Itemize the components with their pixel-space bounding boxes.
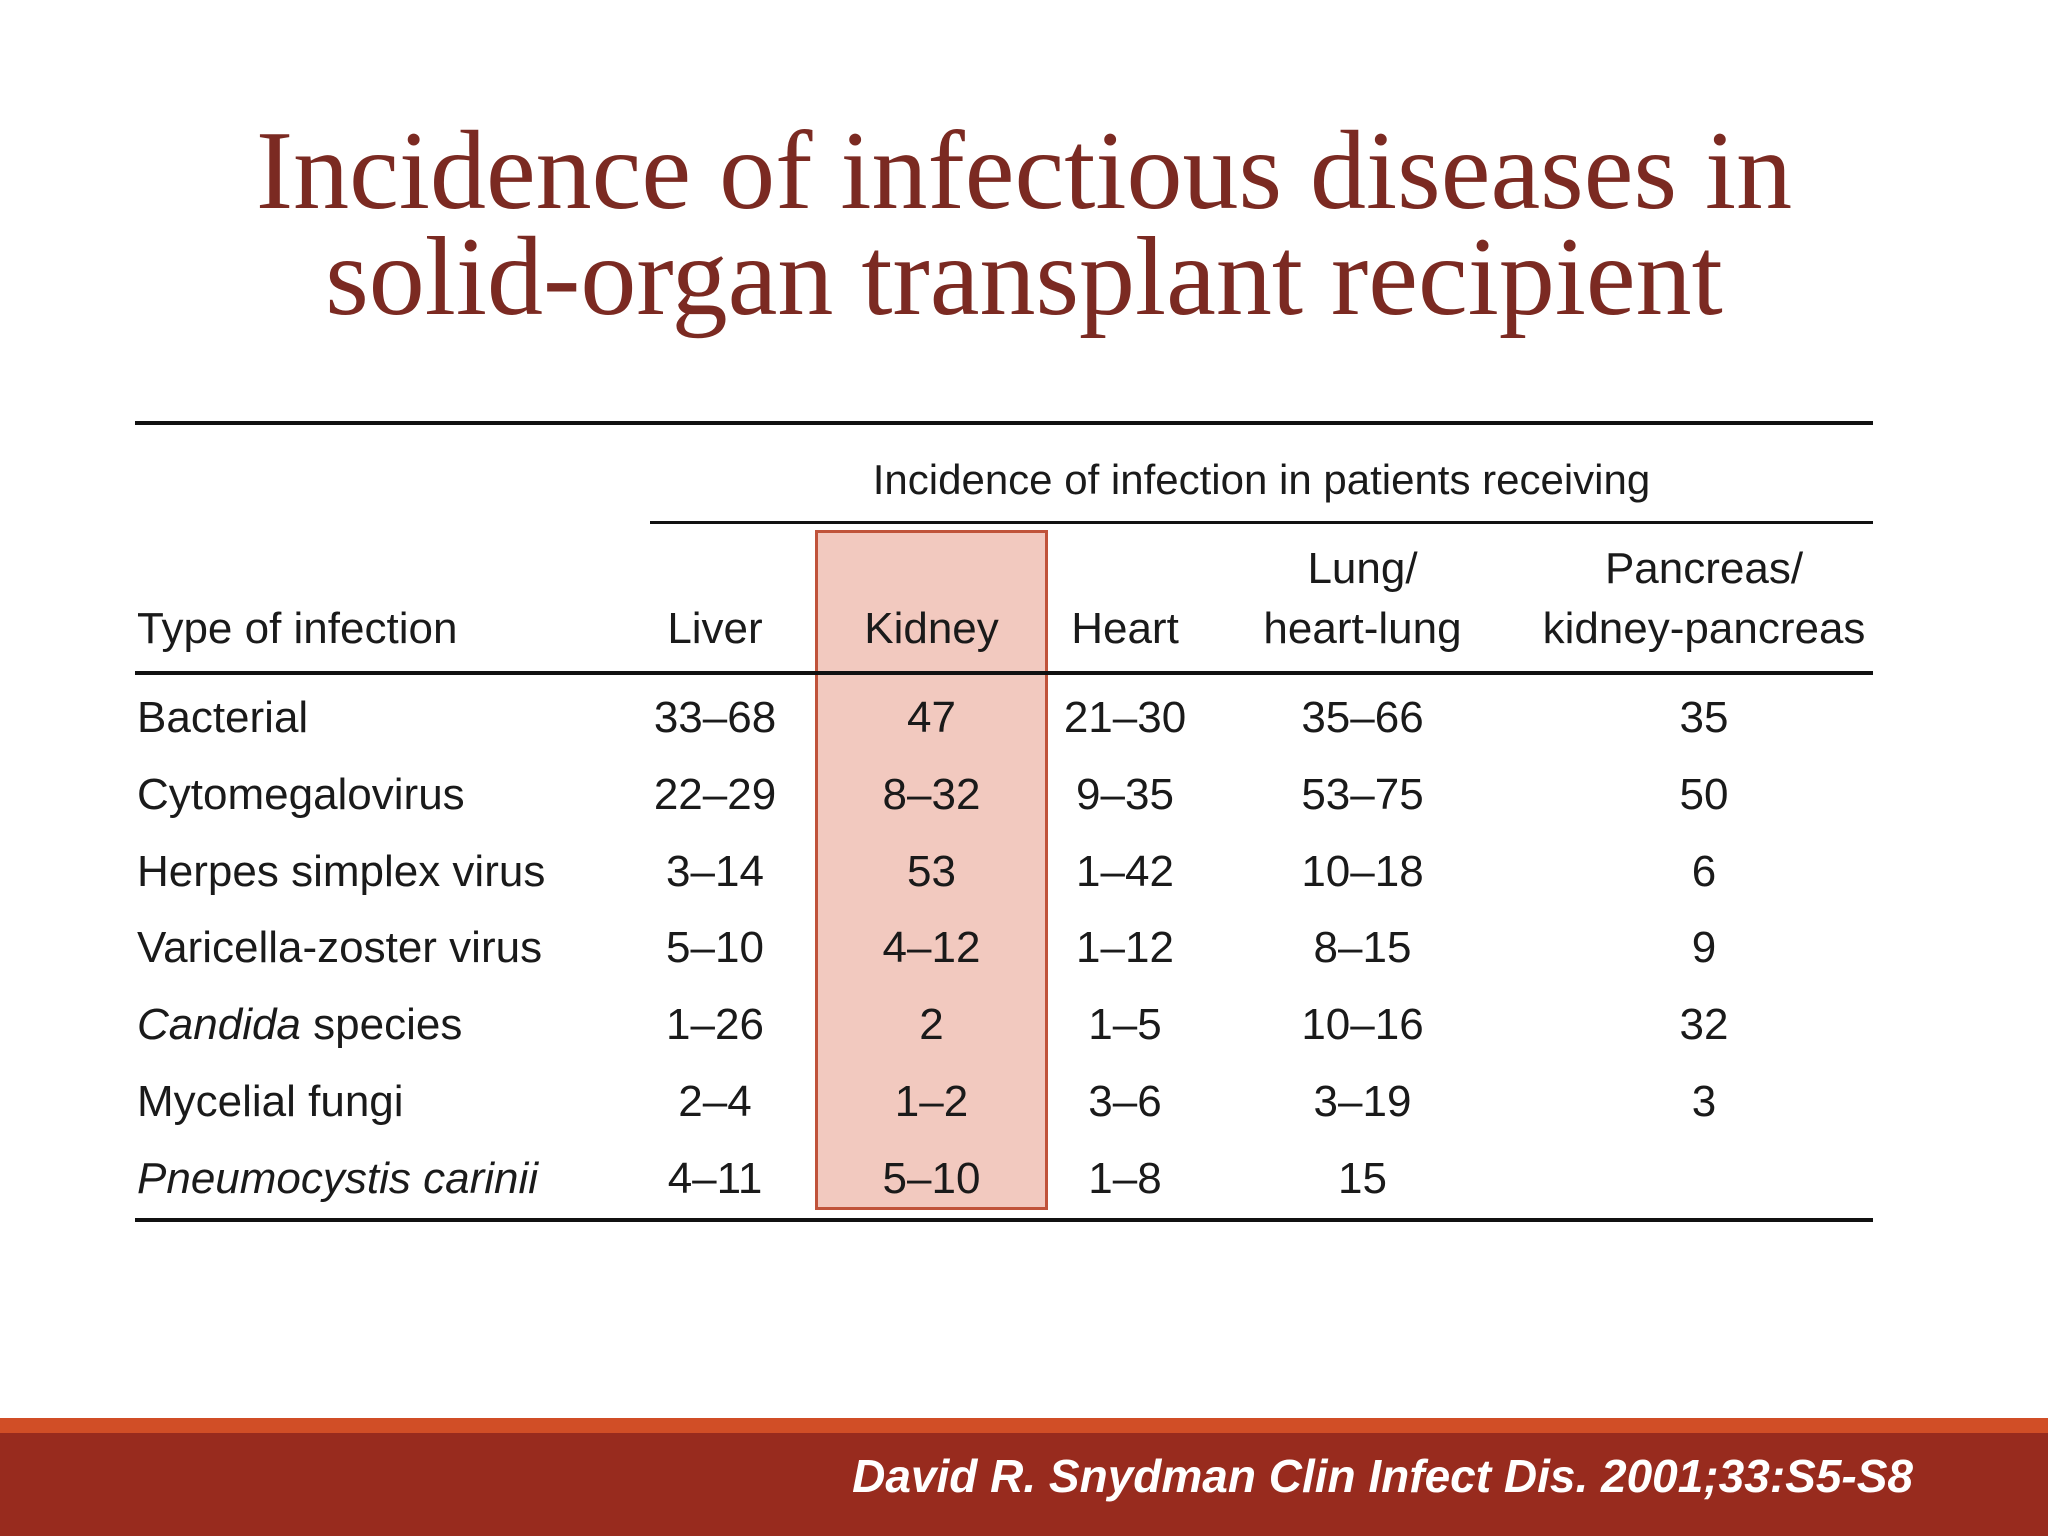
header-heart: Heart — [1071, 604, 1179, 653]
cell-pancreas: 9 — [1691, 923, 1717, 972]
slide-title-line-2: solid-organ transplant recipient — [325, 215, 1723, 339]
row-label-text: Varicella-zoster virus — [137, 923, 543, 972]
cell-kidney: 47 — [907, 693, 956, 742]
header-pancreas-line-1: Pancreas/ — [1604, 544, 1804, 593]
header-lung-line-1: Lung/ — [1307, 544, 1418, 593]
column-group-header: Incidence of infection in patients recei… — [872, 456, 1651, 503]
citation: David R. Snydman Clin Infect Dis. 2001;3… — [852, 1450, 1913, 1502]
header-lung-line-2: heart-lung — [1263, 604, 1462, 653]
cell-lung: 35–66 — [1301, 693, 1424, 742]
slide-title: Incidence of infectious diseases in soli… — [0, 109, 2048, 339]
cell-lung: 53–75 — [1301, 770, 1424, 819]
cell-kidney: 8–32 — [882, 770, 981, 819]
row-label-text: species — [300, 1000, 463, 1049]
row-label: Varicella-zoster virus — [137, 923, 542, 973]
cell-liver: 1–26 — [666, 1000, 764, 1049]
footer-accent-stripe — [0, 1418, 2048, 1433]
kidney-column-highlight — [815, 530, 1048, 1210]
cell-liver: 3–14 — [666, 847, 764, 896]
header-bottom-rule — [135, 671, 1873, 675]
row-label: Herpes simplex virus — [137, 847, 545, 897]
row-label: Pneumocystis carinii — [137, 1154, 538, 1204]
row-label: Cytomegalovirus — [137, 770, 465, 820]
cell-heart: 1–12 — [1076, 923, 1174, 972]
table-top-rule — [135, 421, 1873, 425]
row-label-text: Cytomegalovirus — [137, 770, 465, 819]
header-kidney: Kidney — [864, 604, 999, 653]
cell-heart: 21–30 — [1063, 693, 1187, 742]
cell-pancreas: 6 — [1691, 847, 1717, 896]
cell-kidney: 2 — [919, 1000, 944, 1049]
cell-lung: 10–18 — [1301, 847, 1424, 896]
table-bottom-rule — [135, 1218, 1873, 1222]
cell-pancreas: 35 — [1679, 693, 1729, 742]
header-pancreas-line-2: kidney-pancreas — [1542, 604, 1866, 653]
slide-title-line-1: Incidence of infectious diseases in — [255, 109, 1793, 233]
cell-lung: 10–16 — [1301, 1000, 1424, 1049]
cell-lung: 8–15 — [1313, 923, 1412, 972]
row-label: Bacterial — [137, 693, 308, 743]
cell-liver: 5–10 — [666, 923, 764, 972]
row-label-text: Herpes simplex virus — [137, 847, 546, 896]
row-label-text: Mycelial fungi — [137, 1077, 404, 1126]
cell-kidney: 53 — [907, 847, 956, 896]
header-liver: Liver — [667, 604, 763, 653]
cell-kidney: 5–10 — [882, 1154, 981, 1203]
row-label-italic: Pneumocystis carinii — [137, 1154, 539, 1203]
footer-bar — [0, 1433, 2048, 1536]
cell-pancreas: 50 — [1679, 770, 1729, 819]
cell-heart: 9–35 — [1076, 770, 1174, 819]
cell-pancreas: 3 — [1691, 1077, 1717, 1126]
cell-liver: 33–68 — [653, 693, 777, 742]
cell-lung: 3–19 — [1313, 1077, 1412, 1126]
cell-liver: 4–11 — [667, 1154, 763, 1203]
group-header-rule — [650, 521, 1873, 524]
row-label-italic: Candida — [137, 1000, 301, 1049]
cell-heart: 3–6 — [1088, 1077, 1162, 1126]
cell-kidney: 4–12 — [882, 923, 981, 972]
cell-kidney: 1–2 — [894, 1077, 969, 1126]
cell-heart: 1–42 — [1076, 847, 1174, 896]
cell-lung: 15 — [1338, 1154, 1387, 1203]
row-label: Mycelial fungi — [137, 1077, 404, 1127]
cell-heart: 1–8 — [1088, 1154, 1162, 1203]
cell-liver: 22–29 — [653, 770, 777, 819]
row-label: Candida species — [137, 1000, 462, 1050]
cell-liver: 2–4 — [678, 1077, 752, 1126]
header-type-of-infection: Type of infection — [137, 604, 458, 653]
cell-pancreas: 32 — [1679, 1000, 1729, 1049]
row-label-text: Bacterial — [137, 693, 309, 742]
cell-heart: 1–5 — [1088, 1000, 1162, 1049]
